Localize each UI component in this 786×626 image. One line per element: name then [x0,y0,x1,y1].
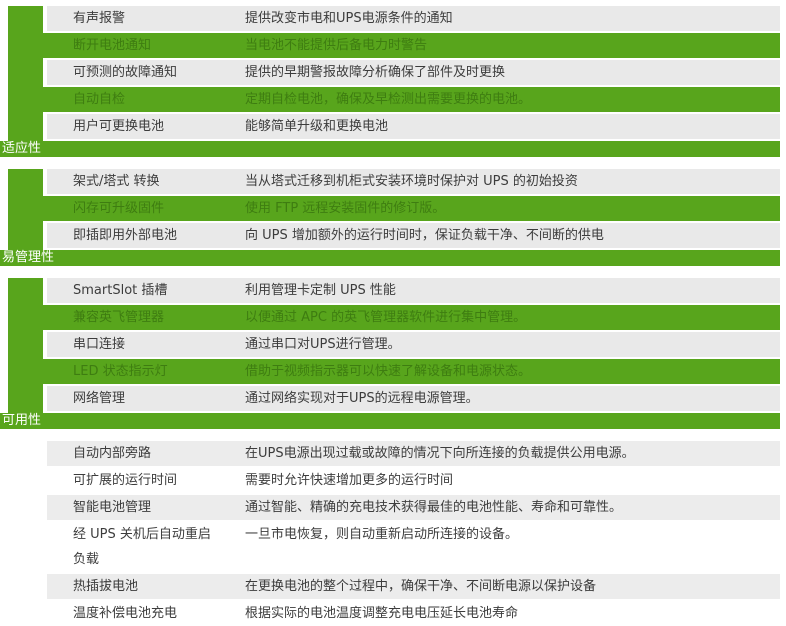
sections-container: 有声报警 提供改变市电和UPS电源条件的通知断开电池通知 当电池不能提供后备电力时警… [0,6,786,626]
feature-name: 经 UPS 关机后自动重启负载 [73,527,211,567]
section: 自动内部旁路 在UPS电源出现过载或故障的情况下向所连接的负载提供公用电源。可扩展… [0,441,786,626]
section-sidebar-bar [8,278,43,429]
section-label: 适应性 [2,141,42,156]
feature-description: 当电池不能提供后备电力时警告 [245,38,428,53]
feature-name: 温度补偿电池充电 [73,606,178,621]
feature-name: SmartSlot 插槽 [73,283,168,298]
feature-name: 断开电池通知 [73,38,152,53]
feature-name: 有声报警 [73,11,126,26]
feature-description: 在更换电池的整个过程中，确保干净、不间断电源以保护设备 [245,579,597,594]
feature-description: 借助于视频指示器可以快速了解设备和电源状态。 [245,364,532,379]
feature-description: 能够简单升级和更换电池 [245,119,389,134]
feature-name: 网络管理 [73,391,126,406]
table-row: 经 UPS 关机后自动重启负载 一旦市电恢复，则自动重新启动所连接的设备。 [47,522,780,572]
feature-name: 自动自检 [73,92,126,107]
feature-description: 使用 FTP 远程安装固件的修订版。 [245,201,446,216]
section-label: 可用性 [2,413,42,428]
table-row: 闪存可升级固件 使用 FTP 远程安装固件的修订版。 [43,196,780,221]
feature-name: 热插拔电池 [73,579,139,594]
feature-name: 即插即用外部电池 [73,228,178,243]
feature-description: 提供改变市电和UPS电源条件的通知 [245,11,453,26]
section-header-bar: 适应性 [0,141,780,157]
feature-name: 智能电池管理 [73,500,152,515]
feature-name: 可扩展的运行时间 [73,473,178,488]
table-row: 断开电池通知 当电池不能提供后备电力时警告 [43,33,780,58]
feature-description: 当从塔式迁移到机柜式安装环境时保护对 UPS 的初始投资 [245,174,578,189]
section-rows: 有声报警 提供改变市电和UPS电源条件的通知断开电池通知 当电池不能提供后备电力时警… [0,6,786,139]
section: SmartSlot 插槽 利用管理卡定制 UPS 性能兼容英飞管理器 以便通过 AP… [0,278,786,429]
feature-name: 自动内部旁路 [73,446,152,461]
table-row: 即插即用外部电池 向 UPS 增加额外的运行时间时，保证负载干净、不间断的供电 [47,223,780,248]
table-row: 可扩展的运行时间 需要时允许快速增加更多的运行时间 [47,468,780,493]
table-row: 可预测的故障通知 提供的早期警报故障分析确保了部件及时更换 [47,60,780,85]
table-row: LED 状态指示灯 借助于视频指示器可以快速了解设备和电源状态。 [43,359,780,384]
section-sidebar-bar [8,6,43,157]
table-row: 热插拔电池 在更换电池的整个过程中，确保干净、不间断电源以保护设备 [47,574,780,599]
table-row: 网络管理 通过网络实现对于UPS的远程电源管理。 [47,386,780,411]
table-row: 兼容英飞管理器 以便通过 APC 的英飞管理器软件进行集中管理。 [43,305,780,330]
feature-description: 向 UPS 增加额外的运行时间时，保证负载干净、不间断的供电 [245,228,604,243]
feature-name: 闪存可升级固件 [73,201,165,216]
table-row: 温度补偿电池充电 根据实际的电池温度调整充电电压延长电池寿命 [47,601,780,626]
section-rows: 自动内部旁路 在UPS电源出现过载或故障的情况下向所连接的负载提供公用电源。可扩展… [0,441,786,626]
section: 架式/塔式 转换 当从塔式迁移到机柜式安装环境时保护对 UPS 的初始投资闪存可升… [0,169,786,266]
feature-description: 通过串口对UPS进行管理。 [245,337,401,352]
section-rows: SmartSlot 插槽 利用管理卡定制 UPS 性能兼容英飞管理器 以便通过 AP… [0,278,786,411]
section-header-bar: 可用性 [0,413,780,429]
section: 有声报警 提供改变市电和UPS电源条件的通知断开电池通知 当电池不能提供后备电力时警… [0,6,786,157]
table-row: 有声报警 提供改变市电和UPS电源条件的通知 [47,6,780,31]
section-header-bar: 易管理性 [0,250,780,266]
feature-description: 利用管理卡定制 UPS 性能 [245,283,396,298]
feature-name: 串口连接 [73,337,126,352]
feature-description: 以便通过 APC 的英飞管理器软件进行集中管理。 [245,310,527,325]
feature-name: 可预测的故障通知 [73,65,178,80]
feature-name: 架式/塔式 转换 [73,174,160,189]
feature-description: 通过网络实现对于UPS的远程电源管理。 [245,391,479,406]
feature-name: 用户可更换电池 [73,119,165,134]
table-row: 用户可更换电池 能够简单升级和更换电池 [47,114,780,139]
feature-description: 通过智能、精确的充电技术获得最佳的电池性能、寿命和可靠性。 [245,500,623,515]
table-row: 串口连接 通过串口对UPS进行管理。 [47,332,780,357]
feature-name: LED 状态指示灯 [73,364,168,379]
table-row: 自动内部旁路 在UPS电源出现过载或故障的情况下向所连接的负载提供公用电源。 [47,441,780,466]
table-row: 架式/塔式 转换 当从塔式迁移到机柜式安装环境时保护对 UPS 的初始投资 [47,169,780,194]
table-row: SmartSlot 插槽 利用管理卡定制 UPS 性能 [47,278,780,303]
feature-description: 根据实际的电池温度调整充电电压延长电池寿命 [245,606,519,621]
feature-description: 定期自检电池，确保及早检测出需要更换的电池。 [245,92,532,107]
table-row: 智能电池管理 通过智能、精确的充电技术获得最佳的电池性能、寿命和可靠性。 [47,495,780,520]
section-sidebar-bar [8,169,43,266]
section-label: 易管理性 [2,250,55,265]
feature-description: 一旦市电恢复，则自动重新启动所连接的设备。 [245,527,519,542]
table-row: 自动自检 定期自检电池，确保及早检测出需要更换的电池。 [43,87,780,112]
feature-description: 提供的早期警报故障分析确保了部件及时更换 [245,65,506,80]
feature-name: 兼容英飞管理器 [73,310,165,325]
feature-description: 需要时允许快速增加更多的运行时间 [245,473,454,488]
section-rows: 架式/塔式 转换 当从塔式迁移到机柜式安装环境时保护对 UPS 的初始投资闪存可升… [0,169,786,248]
feature-description: 在UPS电源出现过载或故障的情况下向所连接的负载提供公用电源。 [245,446,635,461]
